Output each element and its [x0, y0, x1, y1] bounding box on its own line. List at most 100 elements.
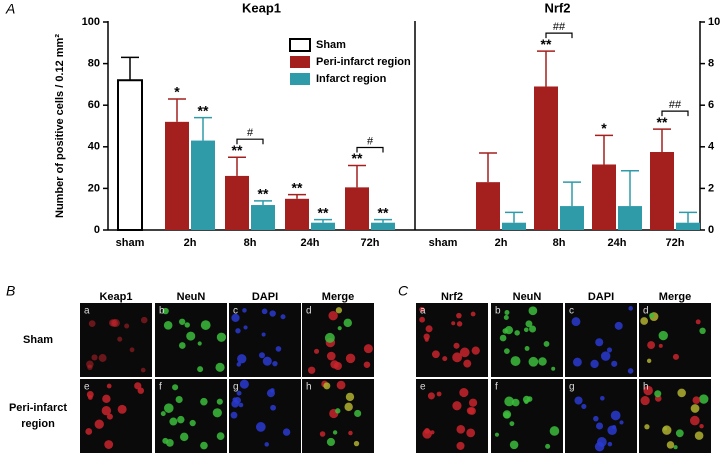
image-letter: a — [420, 306, 426, 317]
column-header: Nrf2 — [441, 291, 463, 303]
cell-nucleus — [452, 352, 463, 363]
cell-nucleus — [593, 415, 599, 422]
cell-nucleus — [504, 396, 515, 407]
cell-nucleus — [242, 308, 247, 313]
cell-nucleus — [88, 320, 96, 327]
y-tick-label: 40 — [88, 141, 100, 153]
column-header: NeuN — [177, 291, 206, 303]
cell-nucleus — [94, 419, 104, 429]
cell-nucleus — [162, 437, 169, 444]
micrograph — [416, 379, 488, 453]
bar — [371, 222, 395, 230]
cell-nucleus — [117, 336, 123, 342]
significance-label: ** — [378, 204, 389, 220]
cell-nucleus — [494, 432, 500, 437]
cell-nucleus — [699, 423, 704, 429]
cell-nucleus — [212, 408, 222, 418]
cell-nucleus — [106, 413, 113, 420]
cell-nucleus — [179, 432, 189, 442]
cell-nucleus — [332, 430, 338, 435]
x-tick-label: 72h — [361, 237, 380, 249]
bar — [311, 222, 335, 230]
cell-nucleus — [628, 306, 633, 311]
cell-nucleus — [238, 402, 244, 408]
cell-nucleus — [169, 417, 178, 426]
legend-label: Infarct region — [316, 73, 387, 85]
cell-nucleus — [649, 312, 655, 319]
cell-nucleus — [236, 362, 242, 367]
bracket-label: ## — [553, 21, 566, 33]
cell-nucleus — [234, 396, 242, 404]
x-tick-label: sham — [116, 237, 145, 249]
y-tick-label: 20 — [88, 182, 100, 194]
cell-nucleus — [243, 325, 248, 330]
column-header: Merge — [659, 291, 691, 303]
bracket-label: # — [367, 135, 374, 147]
cell-nucleus — [503, 348, 510, 355]
panel-label: A — [5, 1, 15, 17]
cell-nucleus — [456, 312, 462, 319]
bar — [285, 198, 309, 230]
cell-nucleus — [308, 366, 316, 374]
cell-nucleus — [640, 317, 649, 325]
cell-nucleus — [163, 321, 173, 330]
cell-nucleus — [611, 360, 618, 367]
image-letter: g — [233, 382, 239, 393]
cell-nucleus — [647, 341, 656, 349]
cell-nucleus — [314, 348, 320, 354]
cell-nucleus — [514, 330, 520, 336]
cell-nucleus — [644, 424, 650, 430]
cell-nucleus — [129, 347, 135, 353]
cell-nucleus — [509, 440, 519, 450]
cell-nucleus — [425, 325, 433, 333]
cell-nucleus — [503, 315, 509, 321]
cell-nucleus — [186, 331, 196, 341]
bracket-label: # — [247, 127, 254, 139]
cell-nucleus — [280, 314, 286, 320]
cell-nucleus — [459, 387, 469, 398]
cell-nucleus — [606, 347, 613, 353]
column-header: DAPI — [252, 291, 278, 303]
bracket-label: ## — [669, 99, 682, 111]
image-letter: b — [159, 306, 165, 317]
image-letter: h — [306, 382, 312, 393]
legend-label: Peri-infarct region — [316, 56, 411, 68]
cell-nucleus — [239, 379, 249, 389]
bar — [592, 164, 616, 230]
cell-nucleus — [422, 429, 432, 439]
bar — [165, 121, 189, 230]
cell-nucleus — [177, 415, 185, 424]
cell-nucleus — [197, 366, 204, 373]
cell-nucleus — [502, 410, 512, 419]
cell-nucleus — [237, 354, 247, 364]
cell-nucleus — [600, 396, 605, 401]
image-letter: f — [159, 382, 162, 393]
y-tick-label: 100 — [82, 16, 100, 28]
image-letter: e — [420, 382, 426, 393]
cell-nucleus — [110, 319, 118, 327]
cell-nucleus — [344, 402, 353, 412]
cell-nucleus — [470, 311, 476, 317]
y-tick-label: 10 — [708, 16, 720, 28]
significance-label: ** — [232, 142, 243, 158]
cell-nucleus — [690, 404, 700, 413]
bar — [225, 175, 249, 230]
image-letter: g — [569, 382, 575, 393]
significance-label: * — [601, 120, 607, 136]
x-tick-label: 24h — [608, 237, 627, 249]
cell-nucleus — [699, 327, 706, 335]
cell-nucleus — [178, 318, 186, 325]
cell-nucleus — [574, 396, 583, 405]
cell-nucleus — [336, 380, 346, 390]
significance-bracket — [545, 32, 573, 39]
cell-nucleus — [451, 321, 456, 326]
cell-nucleus — [471, 346, 480, 355]
image-letter: h — [643, 382, 649, 393]
cell-nucleus — [261, 332, 266, 337]
cell-nucleus — [672, 353, 680, 360]
x-tick-label: 2h — [184, 237, 197, 249]
cell-nucleus — [572, 357, 582, 367]
cell-nucleus — [200, 320, 211, 330]
cell-nucleus — [319, 431, 326, 437]
legend-swatch — [290, 73, 310, 85]
